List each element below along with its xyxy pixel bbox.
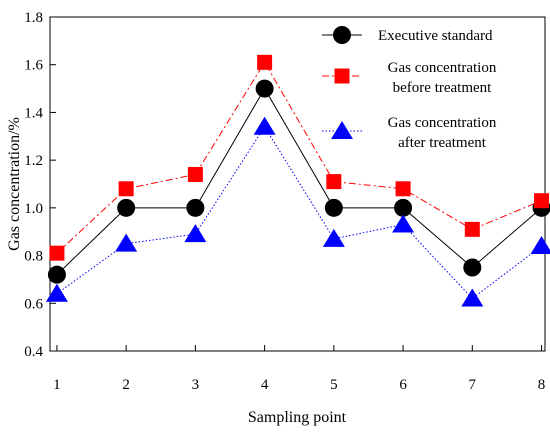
legend-marker [334,68,350,84]
legend-label: Gas concentration [388,60,497,76]
y-tick-label: 1.2 [24,153,43,169]
plot-frame [49,16,546,352]
data-point [45,283,68,302]
legend-marker [331,121,353,139]
data-point [324,198,343,217]
data-point [464,221,480,237]
plot-area [49,16,546,352]
data-point [534,193,550,209]
data-point [49,245,65,261]
data-point [322,228,345,247]
series-line [56,87,542,276]
legend: Executive standard Gas concentration befor… [322,26,497,151]
series-gas-concentration-after-treatment [45,116,550,307]
y-tick-label: 1.0 [24,201,43,217]
y-axis-title: Gas concentration/% [6,117,23,251]
data-point [530,236,550,255]
data-point [186,198,205,217]
x-tick-label: 5 [330,377,338,393]
x-axis-title: Sampling point [248,409,347,426]
data-point [463,258,482,277]
data-point [461,288,484,307]
legend-label: after treatment [398,135,487,151]
legend-label: Executive standard [378,28,493,44]
series-layer [45,54,550,307]
y-tick-label: 1.4 [24,105,43,121]
data-point [184,224,207,243]
x-axis-ticks: 1 2 3 4 5 6 7 8 [53,345,545,393]
y-tick-label: 0.4 [24,344,43,360]
x-tick-label: 8 [538,377,546,393]
series-gas-concentration-before-treatment [49,54,550,261]
legend-label: Gas concentration [388,115,497,131]
data-point [47,265,66,284]
legend-marker [333,26,351,44]
legend-entry-gas-concentration-before-treatment: Gas concentration before treatment [322,60,497,96]
data-point [257,54,273,70]
legend-entry-executive-standard: Executive standard [322,26,493,44]
data-point [187,166,203,182]
x-tick-label: 3 [192,377,200,393]
y-tick-label: 0.6 [24,296,43,312]
data-point [392,214,415,233]
data-point [115,233,138,252]
y-tick-label: 0.8 [24,249,43,265]
x-tick-label: 2 [122,377,130,393]
y-tick-label: 1.6 [24,58,43,74]
legend-entry-gas-concentration-after-treatment: Gas concentration after treatment [322,115,497,151]
x-tick-label: 7 [469,377,477,393]
data-point [394,198,413,217]
x-tick-label: 4 [261,377,269,393]
data-point [326,174,342,190]
series-line [56,61,542,254]
data-point [255,79,274,98]
x-tick-label: 6 [399,377,407,393]
data-point [117,198,136,217]
y-axis-ticks: 0.4 0.6 0.8 1.0 1.2 1.4 1.6 1.8 [24,10,56,360]
y-tick-label: 1.8 [24,10,43,26]
data-point [395,181,411,197]
data-point [118,181,134,197]
x-tick-label: 1 [53,377,61,393]
data-point [253,116,276,135]
legend-label: before treatment [393,80,493,96]
